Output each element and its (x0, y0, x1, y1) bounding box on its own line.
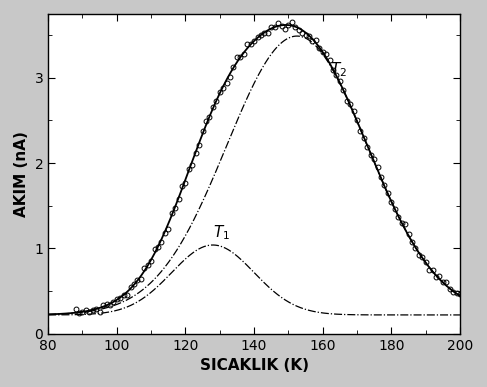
Y-axis label: AKIM (nA): AKIM (nA) (14, 131, 29, 217)
Text: $T_1$: $T_1$ (213, 223, 230, 241)
Text: $T_2$: $T_2$ (330, 60, 347, 79)
X-axis label: SICAKLIK (K): SICAKLIK (K) (200, 358, 309, 373)
